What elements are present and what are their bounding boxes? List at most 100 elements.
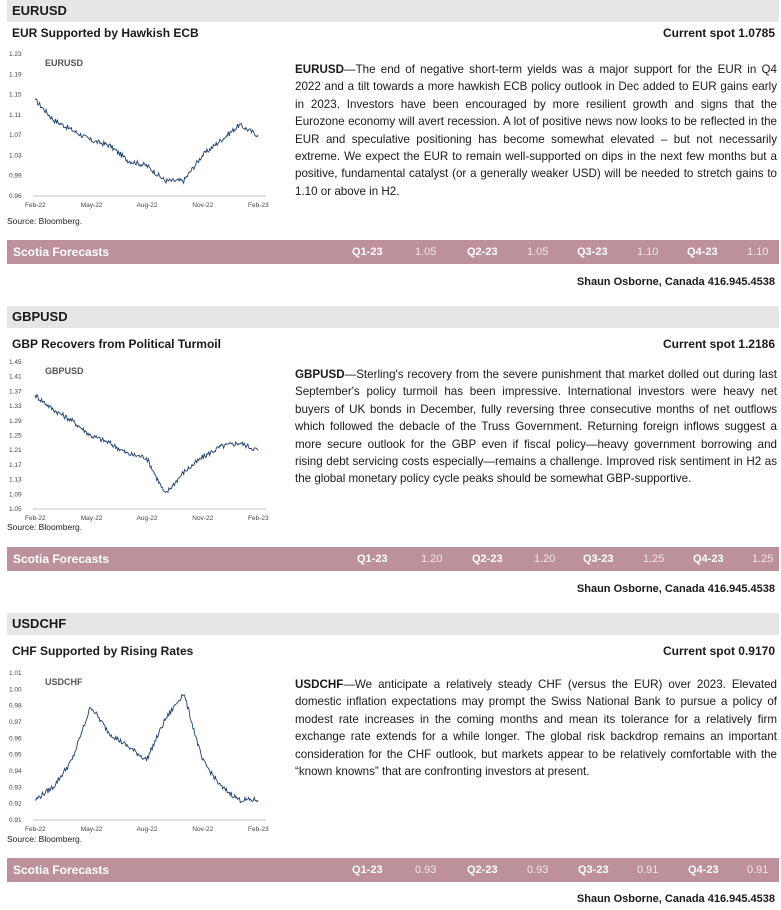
series-label: EURUSD — [45, 58, 84, 68]
forecast-title: Scotia Forecasts — [13, 552, 110, 566]
forecast-quarter: Q1-23 — [352, 864, 383, 876]
forecast-quarter: Q2-23 — [467, 864, 498, 876]
commentary-lead: USDCHF — [295, 678, 344, 691]
y-tick-label: 0.98 — [9, 703, 22, 710]
series-label: GBPUSD — [45, 366, 84, 376]
forecast-bar: Scotia Forecasts Q1-23 0.93 Q2-23 0.93 Q… — [7, 858, 779, 882]
current-spot: Current spot 0.9170 — [662, 644, 775, 658]
usdchf-section: USDCHF CHF Supported by Rising Rates Cur… — [7, 613, 779, 910]
author-contact: Shaun Osborne, Canada 416.945.4538 — [576, 583, 775, 595]
y-tick-label: 0.96 — [9, 193, 22, 200]
forecast-quarter: Q4-23 — [688, 864, 719, 876]
y-tick-label: 0.94 — [9, 768, 22, 775]
section-title: EURUSD — [7, 0, 779, 22]
forecast-value: 0.91 — [637, 864, 659, 876]
y-tick-label: 1.00 — [9, 686, 22, 693]
gbpusd-chart: 1.45 1.41 1.37 1.33 1.29 1.25 1.21 1.17 1.13 1.09… — [7, 358, 272, 528]
author-contact: Shaun Osborne, Canada 416.945.4538 — [576, 276, 775, 288]
section-title: GBPUSD — [7, 306, 779, 328]
x-tick-label: May-22 — [81, 202, 103, 209]
current-spot: Current spot 1.0785 — [662, 26, 775, 40]
forecast-quarter: Q4-23 — [687, 246, 718, 258]
chart-source: Source: Bloomberg. — [7, 216, 83, 226]
forecast-title: Scotia Forecasts — [13, 863, 110, 877]
usdchf-chart: 1.01 1.00 0.98 0.97 0.96 0.95 0.94 0.93 0.92 0.91… — [7, 669, 272, 839]
forecast-quarter: Q2-23 — [467, 246, 498, 258]
x-tick-label: Feb-22 — [25, 515, 46, 522]
forecast-value: 1.20 — [421, 553, 443, 565]
x-tick-label: May-22 — [81, 826, 103, 833]
section-title: USDCHF — [7, 613, 779, 635]
x-tick-label: Feb-22 — [25, 826, 46, 833]
forecast-value: 1.10 — [747, 246, 769, 258]
y-tick-label: 1.13 — [9, 477, 22, 484]
forecast-bar: Scotia Forecasts Q1-23 1.20 Q2-23 1.20 Q… — [7, 547, 779, 571]
forecast-value: 1.20 — [534, 553, 556, 565]
y-tick-label: 1.41 — [9, 374, 22, 381]
x-tick-label: May-22 — [81, 515, 103, 522]
commentary-lead: GBPUSD — [295, 368, 345, 381]
section-subtitle: CHF Supported by Rising Rates — [12, 644, 194, 658]
y-tick-label: 1.19 — [9, 71, 22, 78]
commentary: USDCHF—We anticipate a relatively steady… — [295, 676, 777, 780]
forecast-quarter: Q2-23 — [472, 553, 503, 565]
y-tick-label: 1.37 — [9, 388, 22, 395]
y-tick-label: 1.29 — [9, 418, 22, 425]
forecast-value: 0.93 — [415, 864, 437, 876]
forecast-title: Scotia Forecasts — [13, 245, 110, 259]
y-tick-label: 1.25 — [9, 433, 22, 440]
x-tick-label: Aug-22 — [137, 515, 158, 522]
section-subtitle: EUR Supported by Hawkish ECB — [12, 26, 199, 40]
y-tick-label: 1.03 — [9, 152, 22, 159]
current-spot: Current spot 1.2186 — [662, 337, 775, 351]
y-tick-label: 1.01 — [9, 670, 22, 677]
y-tick-label: 1.23 — [9, 51, 22, 58]
gbpusd-section: GBPUSD GBP Recovers from Political Turmo… — [7, 306, 779, 606]
x-tick-label: Feb-23 — [248, 202, 269, 209]
x-tick-label: Feb-23 — [248, 515, 269, 522]
forecast-value: 1.10 — [637, 246, 659, 258]
forecast-quarter: Q3-23 — [577, 246, 608, 258]
section-subtitle: GBP Recovers from Political Turmoil — [12, 337, 221, 351]
series-line — [34, 98, 259, 185]
y-tick-label: 0.96 — [9, 735, 22, 742]
y-tick-label: 1.17 — [9, 462, 22, 469]
y-tick-label: 0.99 — [9, 173, 22, 180]
y-tick-label: 0.97 — [9, 719, 22, 726]
commentary-body: —The end of negative short-term yields w… — [295, 63, 777, 198]
y-tick-label: 1.21 — [9, 447, 22, 454]
author-contact: Shaun Osborne, Canada 416.945.4538 — [576, 893, 775, 905]
forecast-bar: Scotia Forecasts Q1-23 1.05 Q2-23 1.05 Q… — [7, 240, 779, 264]
series-line — [34, 393, 259, 494]
x-tick-label: Aug-22 — [137, 826, 158, 833]
y-tick-label: 1.33 — [9, 403, 22, 410]
x-tick-label: Feb-22 — [25, 202, 46, 209]
eurusd-section: EURUSD EUR Supported by Hawkish ECB Curr… — [7, 0, 779, 300]
usdchf-chart-svg: 1.01 1.00 0.98 0.97 0.96 0.95 0.94 0.93 0.92 0.91… — [9, 670, 269, 833]
forecast-quarter: Q1-23 — [357, 553, 388, 565]
series-line — [35, 693, 259, 804]
forecast-value: 0.93 — [527, 864, 549, 876]
x-tick-label: Feb-23 — [248, 826, 269, 833]
chart-source: Source: Bloomberg. — [7, 834, 83, 844]
y-tick-label: 0.91 — [9, 817, 22, 824]
y-tick-label: 1.07 — [9, 132, 22, 139]
forecast-value: 1.05 — [527, 246, 549, 258]
gbpusd-chart-svg: 1.45 1.41 1.37 1.33 1.29 1.25 1.21 1.17 1.13 1.09… — [9, 359, 269, 522]
forecast-value: 1.25 — [752, 553, 774, 565]
forecast-quarter: Q3-23 — [578, 864, 609, 876]
series-label: USDCHF — [45, 677, 83, 687]
y-tick-label: 1.15 — [9, 92, 22, 99]
commentary: EURUSD—The end of negative short-term yi… — [295, 61, 777, 200]
y-tick-label: 1.45 — [9, 359, 22, 366]
y-tick-label: 0.92 — [9, 801, 22, 808]
x-tick-label: Nov-22 — [192, 826, 213, 833]
x-tick-label: Aug-22 — [137, 202, 158, 209]
commentary: GBPUSD—Sterling's recovery from the seve… — [295, 366, 777, 488]
forecast-quarter: Q3-23 — [583, 553, 614, 565]
y-tick-label: 0.93 — [9, 784, 22, 791]
forecast-value: 1.05 — [415, 246, 437, 258]
forecast-quarter: Q1-23 — [352, 246, 383, 258]
